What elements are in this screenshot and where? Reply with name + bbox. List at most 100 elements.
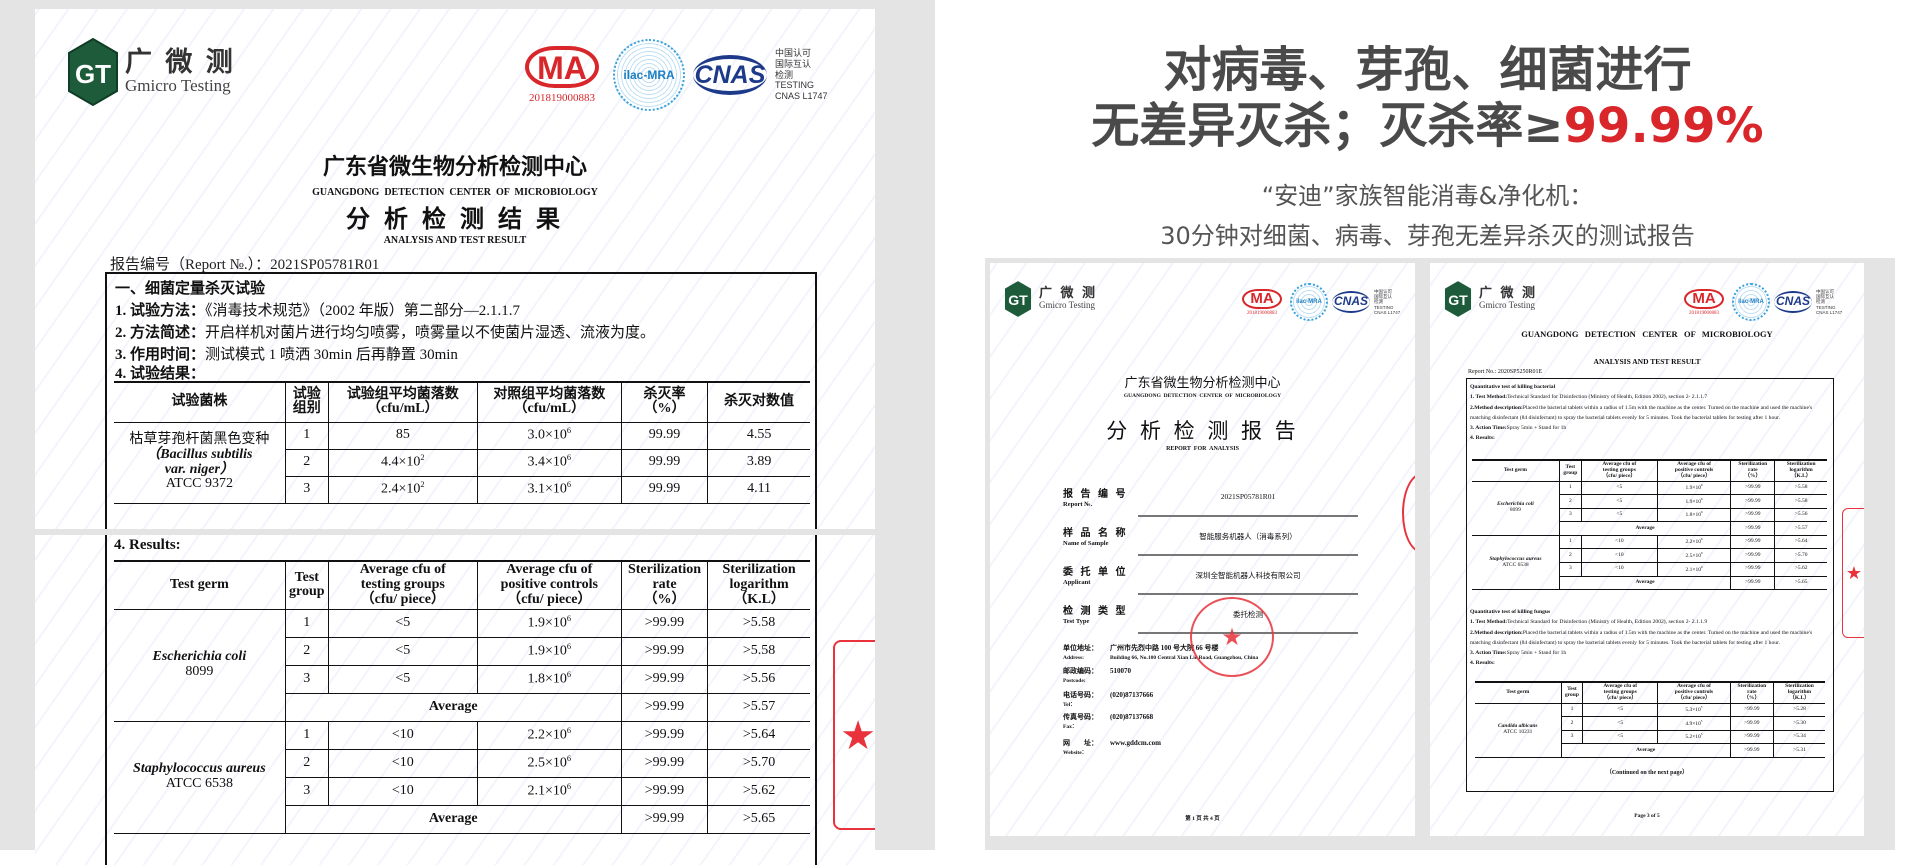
report-title-cn: 分 析 检 测 结 果	[346, 207, 564, 233]
subheadline: “安迪”家族智能消毒&净化机： 30分钟对细菌、病毒、芽孢无差异杀灭的测试报告	[935, 176, 1920, 256]
table-cell: <5	[1582, 716, 1658, 731]
table-cell: >5.30	[1773, 716, 1825, 731]
results-table-en: Test germ Test group Average cfu of testin…	[114, 560, 810, 834]
table-cell: >5.58	[707, 609, 810, 638]
table-cell: >5.58	[707, 637, 810, 666]
column-header: Average cfu of positive controls （cfu/ p…	[1656, 460, 1731, 482]
table-row: 枯草芽孢杆菌黑色变种 （Bacillus subtilis var. niger）…	[114, 422, 810, 504]
test-germ: Staphylococcus aureus ATCC 6538	[114, 721, 286, 834]
table-cell: >5.57	[707, 693, 810, 722]
table-cell: >5.56	[1774, 508, 1827, 523]
table-cell: >5.31	[1773, 743, 1825, 758]
cover-field: 样 品 名 称 Name of Sample	[1063, 528, 1128, 547]
report-title-cn: 分 析 检 测 报 告	[1106, 419, 1299, 443]
table-cell: 1.9×106	[476, 609, 622, 638]
contact-row: 单位地址： 广州市先烈中路 100 号大院 66 号楼 Address: Build…	[1063, 644, 1259, 661]
bacteria-results-table: Test germ Test group Average cfu of testin…	[1472, 459, 1827, 591]
cnas-caption: 中国认可 国际互认 检测 TESTING CNAS L1747	[1374, 288, 1401, 316]
table-cell: >5.65	[707, 805, 810, 834]
gmicro-hexagon-logo-icon: GT	[1444, 281, 1472, 317]
results-table-cn: 试验菌株 试验 组别 试验组平均菌落数 （cfu/mL） 对照组平均菌落数 （cfu/…	[114, 381, 810, 504]
average-row: Average >99.99 >5.57	[1472, 521, 1827, 536]
table-cell: 2	[284, 637, 329, 666]
cover-field: 检 测 类 型 Test Type	[1063, 606, 1128, 625]
table-cell: >5.70	[707, 749, 810, 778]
table-cell: 1.9×106	[1656, 494, 1731, 509]
table-cell: 3.89	[707, 449, 810, 477]
column-header: Test germ	[1475, 682, 1562, 704]
headline-line-2: 无差异灭杀；灭杀率≥99.99%	[1091, 98, 1764, 154]
table-cell: 3	[1558, 562, 1582, 577]
logo-name-en: Gmicro Testing	[125, 76, 231, 96]
headline-line-1: 对病毒、芽孢、细菌进行	[1163, 42, 1692, 98]
column-header: 对照组平均菌落数 （cfu/mL）	[476, 382, 622, 423]
table-cell: 3.0×106	[476, 422, 622, 450]
table-cell: <5	[327, 609, 478, 638]
table-cell: >99.99	[1729, 716, 1774, 731]
gmicro-logo: GT 广 微 测 Gmicro Testing	[67, 37, 235, 107]
cnas-mark: CNAS	[1774, 291, 1812, 313]
column-header: 试验 组别	[284, 382, 329, 423]
results-label: 4. Results:	[114, 537, 181, 553]
table-row: Escherichia coli 8099 1 <5 1.9×106 >99.99 >5.5…	[114, 609, 810, 722]
test-germ: Escherichia coli 8099	[1472, 481, 1560, 536]
headline: 对病毒、芽孢、细菌进行 无差异灭杀；灭杀率≥99.99%	[935, 42, 1920, 154]
table-cell: <5	[327, 637, 478, 666]
results-box	[105, 535, 817, 865]
table-cell: <10	[327, 749, 478, 778]
contact-row: 传真号码： (020)87137668 Fax：	[1063, 713, 1154, 730]
table-cell: 3.4×106	[476, 449, 622, 477]
table-cell: <10	[1580, 548, 1658, 564]
table-cell: <5	[1580, 508, 1658, 523]
table-cell: >99.99	[620, 637, 708, 666]
table-cell: >5.28	[1773, 703, 1825, 718]
column-header: Test group	[1560, 682, 1583, 704]
table-cell: 1.9×106	[476, 637, 622, 666]
table-cell: >5.65	[1774, 576, 1827, 591]
table-cell: 99.99	[620, 449, 708, 477]
logo-name-cn: 广 微 测	[125, 46, 235, 78]
average-label: Average	[1558, 521, 1731, 536]
report-title-en: ANALYSIS AND TEST RESULT	[1593, 357, 1701, 366]
fungus-results-table: Test germ Test group Average cfu of testin…	[1475, 681, 1825, 758]
table-cell: 1.9×106	[1656, 481, 1731, 496]
method-list: 1. 试验方法：《消毒技术规范》（2002 年版）第二部分—2.1.1.7 2.…	[115, 300, 655, 382]
subheadline-line-2: 30分钟对细菌、病毒、芽孢无差异杀灭的测试报告	[1160, 222, 1695, 250]
table-row: Candida albicans ATCC 10231 1 <5 5.3×105 >99.…	[1475, 703, 1825, 758]
average-row: Average >99.99 >5.65	[114, 805, 810, 834]
table-cell: 5.3×105	[1657, 703, 1731, 718]
table-cell: <5	[327, 665, 478, 694]
accreditation-marks: MA 201819000883 ilac-MRA CNAS 中国认可 国际互认 检测 T…	[525, 39, 828, 111]
red-star-seal-icon: ★	[840, 712, 875, 758]
ilac-mra-mark: ilac-MRA	[1290, 283, 1328, 321]
gmicro-hexagon-logo-icon: GT	[68, 37, 118, 107]
ilac-mra-mark: ilac-MRA	[1732, 283, 1770, 321]
table-cell: 99.99	[620, 422, 708, 450]
fungus-method-text: Quantitative test of killing fungus 1. T…	[1470, 609, 1813, 667]
table-cell: 4.55	[707, 422, 810, 450]
accreditation-marks: MA 201819000883 ilac-MRA CNAS 中国认可 国际互认 检测 T…	[1242, 283, 1400, 321]
table-cell: >99.99	[1730, 535, 1775, 550]
page-number: 第 1 页 共 4 页	[1185, 816, 1220, 822]
continued-note: （Continued on the next page）	[1605, 770, 1689, 776]
gmicro-hexagon-logo-icon: GT	[1004, 281, 1032, 317]
official-seal: ★	[1190, 597, 1274, 677]
official-seal: ★	[833, 640, 875, 830]
table-cell: <5	[1582, 703, 1658, 718]
table-cell: 3	[1558, 508, 1582, 523]
table-cell: 2	[284, 449, 329, 477]
average-row: Average >99.99 >5.65	[1472, 576, 1827, 591]
table-row: 3 <5 1.8×106 >99.99 >5.56	[114, 665, 810, 694]
table-cell: >99.99	[1730, 548, 1775, 564]
table-cell: >99.99	[1729, 730, 1774, 745]
table-cell: >99.99	[620, 609, 708, 638]
table-cell: 3	[284, 665, 329, 694]
table-cell: <10	[1580, 535, 1658, 550]
column-header: Average cfu of positive controls （cfu/ p…	[1657, 682, 1731, 704]
table-row: 2 <10 2.5×106 >99.99 >5.70	[1472, 548, 1827, 564]
table-cell: 1.8×106	[476, 665, 622, 694]
table-row: 3 <5 5.2×105 >99.99 >5.34	[1475, 730, 1825, 745]
table-cell: 4.4×102	[327, 449, 478, 477]
ilac-mra-mark: ilac-MRA	[613, 39, 685, 111]
contact-row: 网 址： www.gddcm.com Website：	[1063, 739, 1161, 756]
